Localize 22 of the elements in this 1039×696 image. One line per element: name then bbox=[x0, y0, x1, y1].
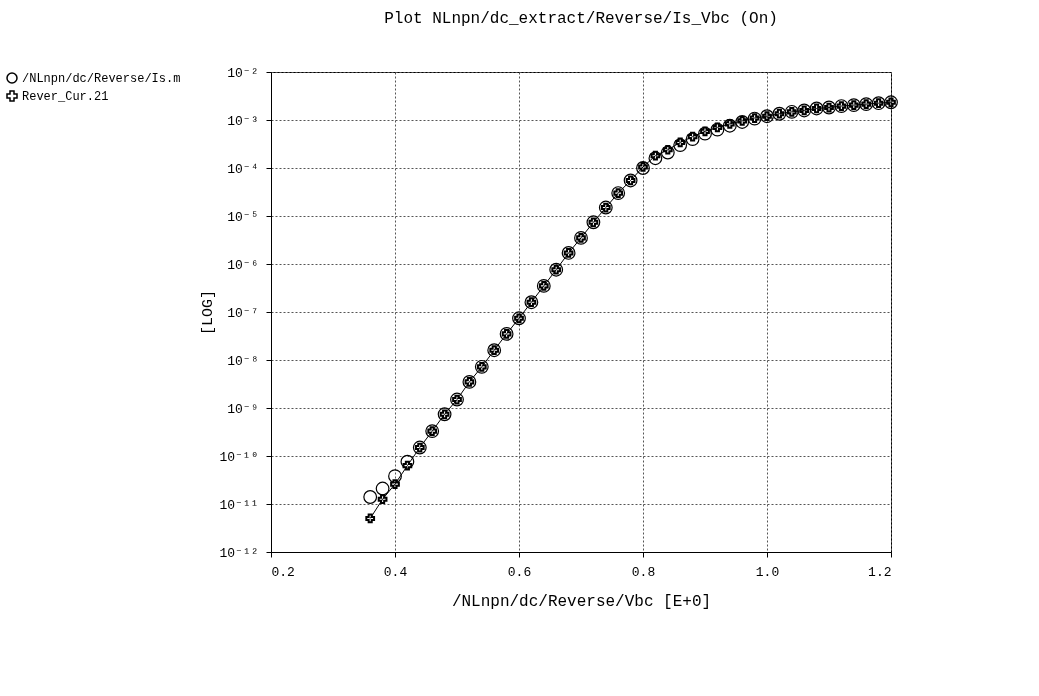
y-tick-label: 10⁻¹⁰ bbox=[219, 449, 259, 465]
y-tick-label: 10⁻⁸ bbox=[227, 353, 259, 369]
legend-label: Rever_Cur.21 bbox=[22, 90, 109, 104]
chart-title: Plot NLnpn/dc_extract/Reverse/Is_Vbc (On) bbox=[384, 10, 778, 28]
x-tick-label: 1.0 bbox=[755, 564, 780, 580]
x-tick-label: 0.4 bbox=[383, 564, 408, 580]
y-tick-label: 10⁻⁴ bbox=[227, 161, 259, 177]
x-tick-label: 0.8 bbox=[631, 564, 656, 580]
y-tick-label: 10⁻² bbox=[227, 65, 259, 81]
x-axis-title: /NLnpn/dc/Reverse/Vbc [E+0] bbox=[451, 592, 712, 611]
y-tick-label: 10⁻⁷ bbox=[227, 305, 259, 321]
x-tick-label: 1.2 bbox=[868, 564, 892, 580]
y-tick-label: 10⁻⁵ bbox=[227, 209, 259, 225]
y-tick-label: 10⁻⁹ bbox=[227, 401, 259, 417]
legend-label: /NLnpn/dc/Reverse/Is.m bbox=[22, 72, 181, 86]
x-tick-label: 0.2 bbox=[271, 564, 295, 580]
x-tick-label: 0.6 bbox=[507, 564, 532, 580]
y-axis-title: [LOG] bbox=[200, 289, 218, 336]
y-tick-label: 10⁻¹¹ bbox=[219, 497, 259, 513]
y-tick-label: 10⁻³ bbox=[227, 113, 259, 129]
y-tick-label: 10⁻⁶ bbox=[227, 257, 259, 273]
y-tick-label: 10⁻¹² bbox=[219, 545, 259, 561]
